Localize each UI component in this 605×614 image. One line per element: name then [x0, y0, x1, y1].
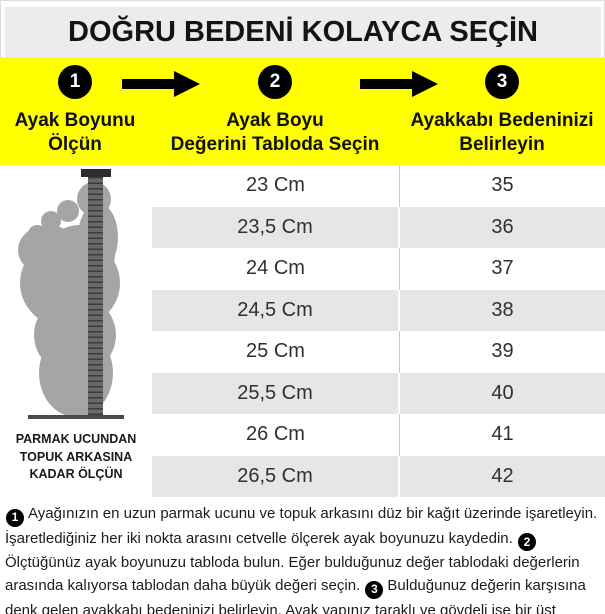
shoe-size-cell: 40	[491, 381, 514, 404]
instructions: 1 Ayağınızın en uzun parmak ucunu ve topu…	[0, 497, 605, 614]
step-3-label-line-1: Ayakkabı Bedeninizi	[410, 110, 594, 131]
step-3-label: Ayakkabı Bedeninizi Belirleyin	[410, 109, 593, 157]
foot-length-cell: 23,5 Cm	[152, 206, 400, 248]
shoe-size-cell: 39	[491, 340, 514, 363]
step-3-label-line-2: Belirleyin	[459, 134, 545, 155]
step-1-label-line-1: Ayak Boyunu	[14, 110, 136, 131]
steps-band: 1 Ayak Boyunu Ölçün 2 Ayak Boyu Değerini…	[0, 57, 605, 165]
table-row: 26,5 Cm 42	[152, 455, 605, 497]
table-row: 24,5 Cm 38	[152, 289, 605, 331]
measure-caption: PARMAK UCUNDAN TOPUK ARKASINA KADAR ÖLÇÜ…	[15, 432, 137, 481]
table-row: 25 Cm 39	[152, 331, 605, 373]
shoe-size-cell: 37	[491, 257, 514, 280]
instruction-step-badge: 2	[517, 533, 536, 551]
title-bar: DOĞRU BEDENİ KOLAYCA SEÇİN	[5, 7, 601, 57]
size-table-body: 23 Cm 35 23,5 Cm 36 24 Cm 37 24,5 Cm 38 …	[152, 165, 605, 497]
step-3: 3 Ayakkabı Bedeninizi Belirleyin	[392, 57, 605, 165]
shoe-size-cell: 35	[491, 174, 514, 197]
foot-length-cell: 23 Cm	[152, 165, 400, 207]
step-1: 1 Ayak Boyunu Ölçün	[0, 57, 150, 165]
step-1-label: Ayak Boyunu Ölçün	[15, 109, 136, 157]
table-row: 26 Cm 41	[152, 414, 605, 456]
footprint-ruler-diagram	[18, 169, 124, 419]
shoe-size-cell: 38	[491, 298, 514, 321]
foot-measure-panel: PARMAK UCUNDAN TOPUK ARKASINA KADAR ÖLÇÜ…	[0, 165, 152, 497]
instruction-step-badge: 3	[365, 580, 384, 599]
table-row: 25,5 Cm 40	[152, 372, 605, 414]
foot-length-cell: 24 Cm	[152, 248, 400, 290]
table-row: 23 Cm 35	[152, 165, 605, 207]
step-2-number-badge: 2	[258, 65, 292, 99]
right-arrow-icon	[122, 71, 200, 102]
ruler-icon	[28, 169, 124, 419]
foot-length-cell: 24,5 Cm	[152, 289, 400, 331]
foot-length-cell: 26 Cm	[152, 414, 400, 456]
instruction-step-badge: 1	[6, 508, 24, 527]
table-row: 24 Cm 37	[152, 248, 605, 290]
step-2: 2 Ayak Boyu Değerini Tabloda Seçin	[160, 57, 390, 165]
table-row: 23,5 Cm 36	[152, 206, 605, 248]
right-arrow-icon	[360, 71, 438, 102]
step-2-label-line-2: Değerini Tabloda Seçin	[170, 134, 380, 155]
shoe-size-cell: 41	[491, 423, 514, 446]
step-2-label: Ayak Boyu Değerini Tabloda Seçin	[171, 109, 380, 157]
shoe-size-cell: 36	[491, 215, 514, 238]
shoe-size-cell: 42	[491, 464, 514, 487]
step-1-label-line-2: Ölçün	[48, 134, 102, 155]
page-title: DOĞRU BEDENİ KOLAYCA SEÇİN	[68, 15, 538, 48]
footprint-icon	[18, 182, 120, 417]
step-1-number-badge: 1	[58, 65, 92, 99]
foot-length-cell: 25 Cm	[152, 331, 400, 373]
step-2-label-line-1: Ayak Boyu	[226, 110, 324, 131]
step-3-number-badge: 3	[485, 65, 519, 99]
foot-length-cell: 25,5 Cm	[152, 372, 400, 414]
foot-length-cell: 26,5 Cm	[152, 455, 400, 497]
